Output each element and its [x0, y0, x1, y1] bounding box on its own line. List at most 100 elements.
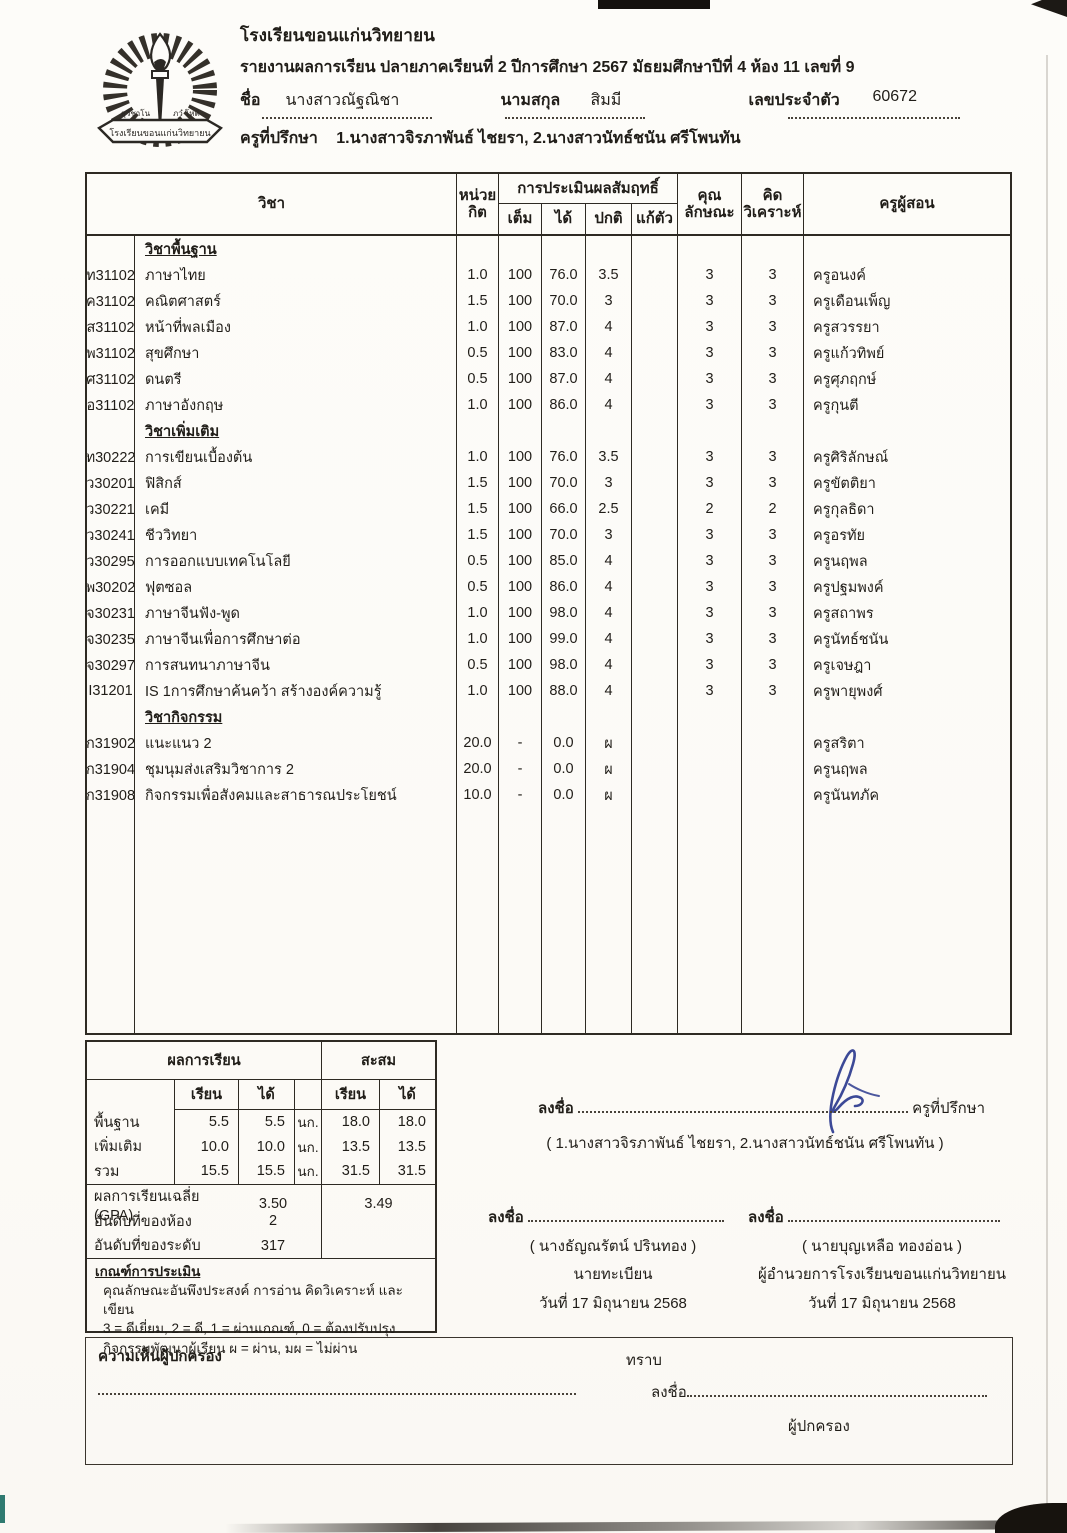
- quality-score: 3: [678, 444, 742, 470]
- subject-row: ก31908 กิจกรรมเพื่อสังคมและสาธารณประโยชน์…: [87, 782, 1010, 808]
- advisor-names: 1.นางสาวจิรภาพันธ์ ไชยรา, 2.นางสาวนัทธ์ช…: [336, 130, 741, 147]
- col-header-got-score: ได้: [542, 204, 586, 234]
- col-header-analysis-line1: คิด: [762, 186, 783, 204]
- retake-grade: [632, 314, 678, 340]
- subject-row: I31201 IS 1การศึกษาค้นคว้า สร้างองค์ความร…: [87, 678, 1010, 704]
- got-score: 66.0: [542, 496, 586, 522]
- subject-name: วิชาเพิ่มเติม: [135, 418, 457, 444]
- credit-value: 1.5: [457, 496, 499, 522]
- credit-value: 10.0: [457, 782, 499, 808]
- normal-grade: 4: [586, 678, 632, 704]
- teacher-name: [804, 236, 1010, 262]
- full-score: -: [499, 730, 542, 756]
- subject-code: [87, 236, 135, 262]
- analysis-score: 3: [742, 262, 804, 288]
- criteria-title: เกณฑ์การประเมิน: [95, 1264, 201, 1279]
- summary-got-value: 15.5: [239, 1159, 295, 1184]
- quality-score: 3: [678, 262, 742, 288]
- normal-grade: 4: [586, 626, 632, 652]
- subject-row: อ31102 ภาษาอังกฤษ 1.0 100 86.0 4 3 3 ครูกุนตี: [87, 392, 1010, 418]
- student-info-line: ชื่อ นางสาวณัฐณิชา นามสกุล สิมมี เลขประจ…: [240, 88, 917, 113]
- retake-grade: [632, 522, 678, 548]
- room-rank-row: อันดับที่ของห้อง 2: [87, 1209, 435, 1234]
- credit-value: [457, 704, 499, 730]
- logo-banner-text: โรงเรียนขอนแก่นวิทยายน: [109, 128, 210, 138]
- got-score: 99.0: [542, 626, 586, 652]
- summary-unit-label: นก.: [295, 1159, 322, 1184]
- full-score: 100: [499, 678, 542, 704]
- analysis-score: 3: [742, 314, 804, 340]
- full-score: [499, 704, 542, 730]
- scan-artifact-top-right: [1031, 0, 1067, 17]
- subject-name: [135, 808, 457, 1033]
- student-first-name: นางสาวณัฐณิชา: [285, 92, 400, 109]
- scan-artifact-bottom-shadow: [224, 1520, 1067, 1533]
- subject-name: การสนทนาภาษาจีน: [135, 652, 457, 678]
- normal-grade: 3: [586, 470, 632, 496]
- full-score: 100: [499, 522, 542, 548]
- teacher-name: ครูสถาพร: [813, 605, 874, 622]
- gpa-section: ผลการเรียนเฉลี่ย (GPA) 3.50 3.49 อันดับท…: [87, 1183, 435, 1259]
- got-score: 98.0: [542, 600, 586, 626]
- analysis-score: 3: [742, 392, 804, 418]
- full-score: 100: [499, 652, 542, 678]
- credit-value: 0.5: [457, 340, 499, 366]
- gpa-left: ผลการเรียนเฉลี่ย (GPA) 3.50: [87, 1184, 322, 1224]
- grade-table-header: วิชา หน่วย กิต การประเมินผลสัมฤทธิ์ เต็ม…: [87, 174, 1010, 236]
- summary-cum-learn-value: 31.5: [322, 1159, 380, 1184]
- summary-row-label: รวม: [87, 1159, 175, 1184]
- normal-grade: 3: [586, 522, 632, 548]
- summary-cum-learn-value: 13.5: [322, 1134, 380, 1159]
- subject-code: ก31908: [87, 782, 135, 808]
- got-score: 0.0: [542, 730, 586, 756]
- teacher-name: [804, 704, 1010, 730]
- quality-score: 3: [678, 574, 742, 600]
- teacher-name: ครูกุนตี: [813, 397, 859, 414]
- analysis-score: 3: [742, 678, 804, 704]
- subject-name: วิชากิจกรรม: [135, 704, 457, 730]
- full-score: [499, 418, 542, 444]
- full-score: [499, 808, 542, 1033]
- retake-grade: [632, 262, 678, 288]
- criteria-block: เกณฑ์การประเมิน คุณลักษณะอันพึงประสงค์ ก…: [87, 1258, 435, 1358]
- section-label: วิชากิจกรรม: [145, 709, 223, 726]
- teacher-name: ครูเจษฎา: [813, 657, 872, 674]
- got-score: [542, 418, 586, 444]
- summary-row-label: พื้นฐาน: [87, 1110, 175, 1135]
- full-score: 100: [499, 366, 542, 392]
- normal-grade: 4: [586, 652, 632, 678]
- subject-row: ว30241 ชีววิทยา 1.5 100 70.0 3 3 3 ครูอรทัย: [87, 522, 1010, 548]
- full-score: -: [499, 782, 542, 808]
- gpa-value: 3.50: [258, 1196, 288, 1212]
- subject-row: ว30221 เคมี 1.5 100 66.0 2.5 2 2 ครูกุลธิดา: [87, 496, 1010, 522]
- summary-row: เพิ่มเติม 10.0 10.0 นก. 13.5 13.5: [87, 1134, 435, 1159]
- subject-name: ภาษาอังกฤษ: [135, 392, 457, 418]
- registrar-sign-line: ลงชื่อ: [488, 1204, 738, 1233]
- subject-code: ส31102: [87, 314, 135, 340]
- subject-name: คณิตศาสตร์: [135, 288, 457, 314]
- analysis-score: [742, 756, 804, 782]
- summary-cum-learn-value: 18.0: [322, 1110, 380, 1135]
- subject-name: เคมี: [135, 496, 457, 522]
- summary-cum-got-label: ได้: [380, 1080, 435, 1110]
- director-name: ( นายบุญเหลือ ทองอ่อน ): [802, 1237, 962, 1255]
- retake-grade: [632, 704, 678, 730]
- level-rank-label: อันดับที่ของระดับ: [94, 1238, 201, 1255]
- subject-code: [87, 808, 135, 1033]
- room-rank-value: 2: [268, 1213, 278, 1230]
- summary-row: รวม 15.5 15.5 นก. 31.5 31.5: [87, 1159, 435, 1184]
- level-rank-left: อันดับที่ของระดับ 317: [87, 1233, 322, 1258]
- level-rank-blank: [322, 1234, 435, 1259]
- retake-grade: [632, 652, 678, 678]
- quality-score: 3: [678, 626, 742, 652]
- parent-sign-label: ลงชื่อ: [651, 1384, 687, 1401]
- subject-name: ฟุตซอล: [135, 574, 457, 600]
- teacher-name: ครูศุภฤกษ์: [813, 371, 877, 388]
- credit-value: 0.5: [457, 366, 499, 392]
- summary-got-value: 10.0: [239, 1134, 295, 1159]
- gpa-label: ผลการเรียนเฉลี่ย (GPA): [94, 1188, 200, 1224]
- subject-name: ภาษาจีนเพื่อการศึกษาต่อ: [135, 626, 457, 652]
- registrar-role: นายทะเบียน: [573, 1266, 653, 1283]
- got-score: 87.0: [542, 314, 586, 340]
- summary-box: ผลการเรียน สะสม เรียน ได้ เรียน ได้ พื้น…: [85, 1040, 437, 1356]
